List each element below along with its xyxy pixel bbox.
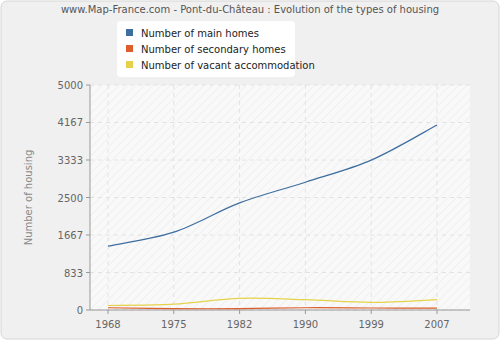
legend-label: Number of main homes [141,28,259,39]
y-tick-label: 0 [77,305,83,316]
tick [239,310,240,314]
grid-line [90,197,470,198]
x-tick-label: 1999 [358,319,383,330]
y-tick-label: 1667 [58,230,83,241]
y-tick-label: 5000 [58,80,83,91]
tick [86,234,90,235]
grid-line [90,160,470,161]
x-tick-label: 1968 [95,319,120,330]
title: www.Map-France.com - Pont-du-Château : E… [61,4,439,15]
x-tick-label: 2007 [424,319,449,330]
grid-line [371,85,372,310]
tick [305,310,306,314]
legend-label: Number of vacant accommodation [141,60,315,71]
series-group [108,125,437,309]
x-tick-label: 1990 [293,319,318,330]
chart-svg: 0 833 1667 2500 3333 4167 5000 1968 1975 1982 1990… [0,0,500,340]
series-line [108,125,437,246]
tick [86,85,90,86]
y-tick-label: 3333 [58,155,83,166]
tick [86,197,90,198]
grid-line [90,234,470,235]
grid-line [90,310,470,311]
background [1,1,499,339]
tick [86,272,90,273]
series-line [108,298,437,305]
chart: 0 833 1667 2500 3333 4167 5000 1968 1975 1982 1990… [0,0,500,340]
grid-line [90,272,470,273]
grid-line [239,85,240,310]
tick [86,310,90,311]
plot-area [90,85,470,310]
y-tick-label: 833 [64,268,83,279]
y-tick-label: 2500 [58,193,83,204]
tick [173,310,174,314]
y-axis [90,85,91,310]
legend-label: Number of secondary homes [141,44,286,55]
tick [86,160,90,161]
x-tick-label: 1982 [227,319,252,330]
x-axis [90,310,470,311]
tick [108,310,109,314]
grid-line [90,122,470,123]
grid-line [437,85,438,310]
series-line [108,308,437,309]
y-axis-label: Number of housing [23,150,34,246]
grid-line [173,85,174,310]
grid-line [90,85,470,86]
legend-swatch [126,61,133,68]
legend: Number of main homes Number of secondary … [117,21,315,77]
x-tick-label: 1975 [161,319,186,330]
tick [371,310,372,314]
tick [86,122,90,123]
grid-line [305,85,306,310]
y-tick-label: 4167 [58,117,83,128]
grid-line [108,85,109,310]
legend-swatch [126,29,133,36]
legend-swatch [126,45,133,52]
tick [437,310,438,314]
